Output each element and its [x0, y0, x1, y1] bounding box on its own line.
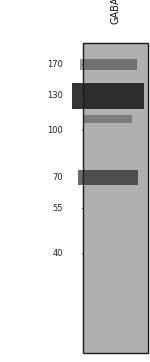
- Text: GABABR2: GABABR2: [111, 0, 120, 24]
- Bar: [78, 170, 138, 185]
- Bar: [80, 59, 136, 70]
- Text: 100: 100: [47, 126, 63, 135]
- Text: 40: 40: [52, 249, 63, 258]
- Bar: [83, 43, 148, 353]
- Text: 70: 70: [52, 173, 63, 182]
- Text: 170: 170: [47, 60, 63, 69]
- Text: 55: 55: [52, 204, 63, 212]
- Bar: [72, 83, 144, 109]
- Text: 130: 130: [47, 92, 63, 100]
- Bar: [84, 115, 132, 123]
